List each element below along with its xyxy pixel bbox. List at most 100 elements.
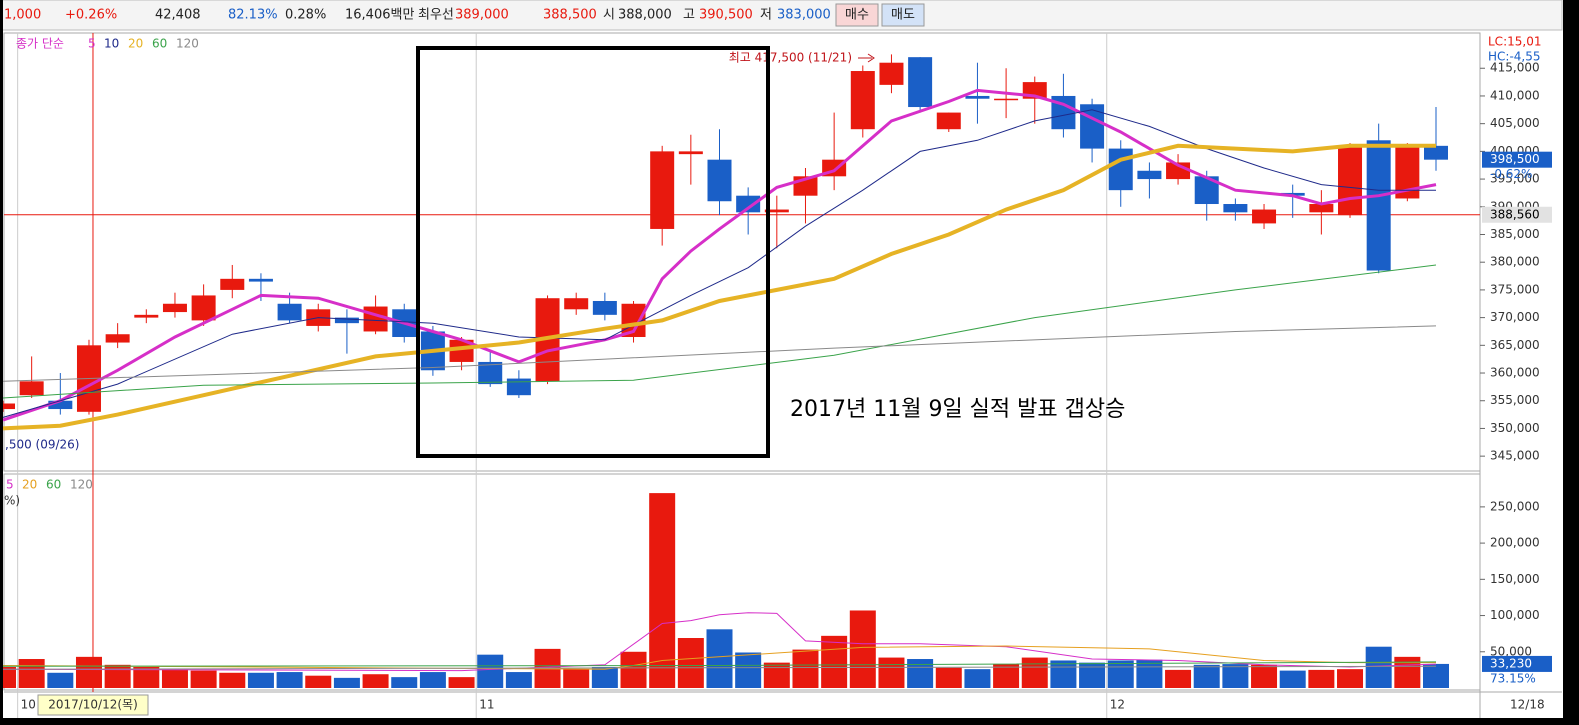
volume-bar (0, 666, 16, 688)
reference-label: 388,560 (1490, 207, 1540, 221)
volume-tick-label: 250,000 (1490, 499, 1540, 513)
header-item: +0.26% (65, 8, 117, 23)
volume-tick-label: 150,000 (1490, 572, 1540, 586)
candle-body (994, 98, 1019, 101)
ma-line (2, 612, 1437, 672)
volume-tick-label: 200,000 (1490, 536, 1540, 550)
volume-bar (104, 664, 131, 688)
buy-button-bg[interactable] (835, 3, 879, 27)
candle-body (1223, 204, 1248, 213)
legend-entry: 10 (104, 37, 119, 51)
hc-label: HC:-4,55 (1488, 50, 1541, 64)
sell-button-label[interactable]: 매도 (891, 8, 915, 23)
volume-bar (1337, 669, 1364, 688)
buy-button-label[interactable]: 매수 (845, 8, 869, 23)
volume-bar (1165, 669, 1192, 688)
header-item: 383,000 (777, 8, 831, 23)
volume-bar (477, 654, 504, 688)
header-item: 388,000 (618, 8, 672, 23)
volume-bar (964, 669, 991, 688)
volume-bar (1136, 659, 1163, 688)
volume-bar (1279, 670, 1306, 688)
candle-body (105, 334, 130, 343)
ma-line (2, 645, 1436, 670)
candle-body (334, 317, 359, 324)
header-item: 390,500 (699, 8, 753, 23)
candle-body (1137, 170, 1162, 180)
candle-body (162, 303, 187, 313)
header-item: 388,500 (543, 8, 597, 23)
ma-line (2, 325, 1437, 382)
header-item: 고 (683, 8, 695, 23)
candle-body (277, 303, 302, 321)
header-item: 0.28% (285, 8, 326, 23)
candle-body (1366, 140, 1391, 271)
volume-bar (276, 672, 303, 688)
header-item: 42,408 (155, 8, 201, 23)
header-bar (0, 0, 1563, 31)
volume-bar (133, 666, 160, 688)
ma-line (2, 665, 1437, 670)
candle-body (1080, 104, 1105, 149)
volume-bar (792, 649, 819, 688)
candle-body (678, 151, 703, 155)
candle-body (363, 306, 388, 332)
volume-bar (677, 638, 704, 688)
ma-line (2, 88, 1437, 422)
volume-bar (18, 659, 45, 688)
candle-body (908, 57, 933, 108)
ma-line (2, 109, 1436, 418)
legend-entry: 5 (88, 37, 96, 51)
legend-entry: 60 (46, 478, 61, 492)
volume-bar (1365, 646, 1392, 688)
y-tick-label: 410,000 (1490, 88, 1540, 102)
header-item: 1,000 (4, 8, 41, 23)
volume-ratio-label: 73.15% (1490, 671, 1536, 685)
volume-bar (1222, 664, 1249, 688)
x-end-label: 12/18 (1510, 698, 1545, 712)
volume-bar (1423, 663, 1449, 688)
x-tick-label: 11 (479, 698, 494, 712)
candle-body (248, 278, 273, 282)
frame-left (0, 0, 3, 725)
candle-body (191, 295, 216, 321)
volume-bar (1021, 657, 1048, 688)
candle-body (220, 278, 245, 290)
volume-bar (935, 667, 962, 688)
candle-body (879, 62, 904, 85)
current-price-label: 398,500 (1490, 152, 1540, 166)
candle-body (506, 378, 531, 396)
max-label: 최고 417,500 (11/21) (729, 51, 852, 65)
ma-line (2, 661, 1437, 667)
candle-body (48, 400, 73, 410)
candle-body (1338, 145, 1363, 216)
y-tick-label: 385,000 (1490, 227, 1540, 241)
volume-bar (219, 672, 246, 688)
legend-entry: 20 (22, 478, 37, 492)
volume-bar (1107, 660, 1134, 688)
ma-line (2, 264, 1437, 399)
y-tick-label: 365,000 (1490, 338, 1540, 352)
candle-body (1252, 209, 1277, 224)
volume-bar (763, 662, 790, 688)
volume-bar (620, 651, 647, 688)
candle-body (592, 300, 617, 315)
header-item: 저 (760, 8, 772, 23)
legend-entry: 20 (128, 37, 143, 51)
volume-bar (47, 672, 74, 688)
change-label: -0.62% (1490, 167, 1532, 181)
candle-body (134, 314, 159, 318)
candle-body (564, 298, 589, 310)
current-volume-box (1482, 655, 1552, 672)
volume-bar (247, 672, 274, 688)
sell-button[interactable]: 매도 (881, 3, 925, 27)
header-item: 389,000 (455, 8, 509, 23)
volume-bar (333, 677, 360, 688)
sell-button-bg[interactable] (881, 3, 925, 27)
volume-unit: %) (4, 494, 20, 508)
volume-bar (190, 670, 217, 688)
buy-button[interactable]: 매수 (835, 3, 879, 27)
candle-body (1424, 145, 1448, 160)
y-tick-label: 350,000 (1490, 421, 1540, 435)
